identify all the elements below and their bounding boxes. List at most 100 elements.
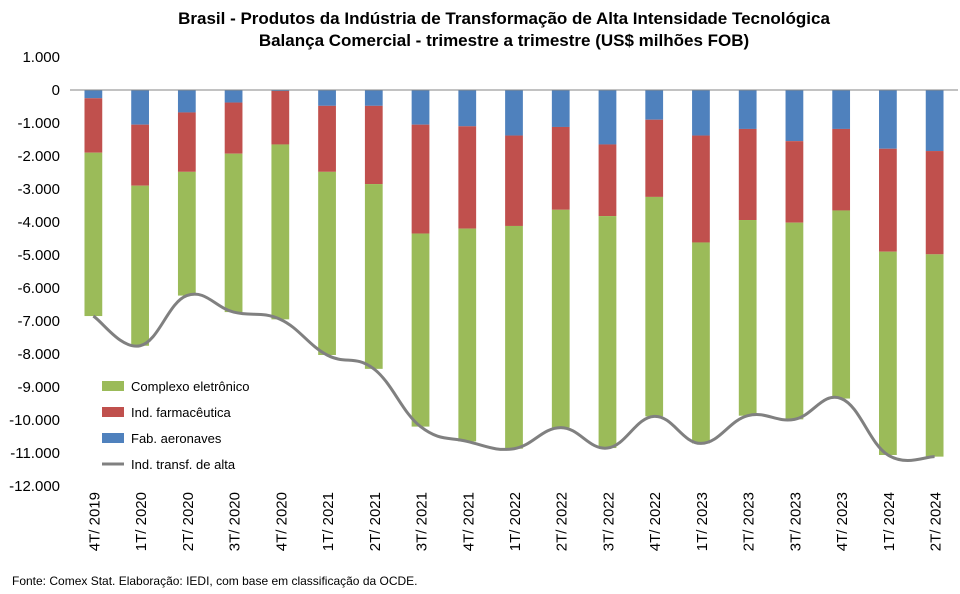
bar-complexo-eletr-nico bbox=[925, 254, 944, 457]
legend-label: Fab. aeronaves bbox=[131, 431, 222, 446]
y-tick-label: -10.000 bbox=[9, 412, 60, 429]
legend-label: Complexo eletrônico bbox=[131, 379, 250, 394]
bar-ind-farmac-utica bbox=[271, 90, 290, 145]
bar-ind-farmac-utica bbox=[785, 141, 804, 223]
x-tick-label: 1T/ 2020 bbox=[133, 492, 150, 551]
bar-complexo-eletr-nico bbox=[177, 171, 196, 296]
bar-complexo-eletr-nico bbox=[551, 209, 570, 428]
bar-fab-aeronaves bbox=[785, 90, 804, 142]
bar-complexo-eletr-nico bbox=[224, 153, 243, 313]
x-tick-label: 3T/ 2020 bbox=[227, 492, 244, 551]
chart-title-line-2: Balança Comercial - trimestre a trimestr… bbox=[258, 31, 750, 50]
x-tick-label: 2T/ 2023 bbox=[741, 492, 758, 551]
bar-ind-farmac-utica bbox=[411, 124, 430, 234]
bar-ind-farmac-utica bbox=[364, 105, 383, 185]
x-tick-label: 2T/ 2020 bbox=[180, 492, 197, 551]
y-tick-label: -5.000 bbox=[17, 247, 60, 264]
x-tick-label: 4T/ 2023 bbox=[834, 492, 851, 551]
bar-ind-farmac-utica bbox=[879, 148, 897, 252]
bar-complexo-eletr-nico bbox=[131, 185, 149, 346]
bar-complexo-eletr-nico bbox=[318, 171, 336, 355]
bar-complexo-eletr-nico bbox=[879, 251, 897, 455]
y-tick-label: 0 bbox=[52, 82, 60, 99]
bar-fab-aeronaves bbox=[692, 90, 710, 136]
bar-fab-aeronaves bbox=[645, 90, 664, 120]
bar-complexo-eletr-nico bbox=[738, 220, 757, 416]
bar-fab-aeronaves bbox=[411, 90, 430, 125]
bar-ind-farmac-utica bbox=[84, 98, 103, 153]
y-tick-label: -6.000 bbox=[17, 280, 60, 297]
bar-ind-farmac-utica bbox=[224, 102, 243, 154]
legend-swatch bbox=[102, 433, 124, 443]
bar-complexo-eletr-nico bbox=[598, 216, 617, 449]
y-tick-label: -3.000 bbox=[17, 181, 60, 198]
bar-fab-aeronaves bbox=[458, 90, 477, 127]
bar-ind-farmac-utica bbox=[645, 119, 664, 197]
bar-complexo-eletr-nico bbox=[692, 242, 710, 444]
bar-complexo-eletr-nico bbox=[832, 210, 851, 399]
chart-title-line-1: Brasil - Produtos da Indústria de Transf… bbox=[178, 9, 830, 28]
bar-ind-farmac-utica bbox=[318, 105, 336, 172]
source-note: Fonte: Comex Stat. Elaboração: IEDI, com… bbox=[12, 574, 418, 588]
bar-fab-aeronaves bbox=[505, 90, 523, 136]
y-tick-label: -4.000 bbox=[17, 214, 60, 231]
bar-fab-aeronaves bbox=[879, 90, 897, 149]
series-line-ind-transf-de-alta bbox=[92, 292, 935, 463]
bar-complexo-eletr-nico bbox=[271, 144, 290, 320]
x-tick-label: 1T/ 2022 bbox=[507, 492, 524, 551]
bar-fab-aeronaves bbox=[598, 90, 617, 145]
x-tick-label: 1T/ 2023 bbox=[694, 492, 711, 551]
bar-ind-farmac-utica bbox=[598, 144, 617, 217]
bar-complexo-eletr-nico bbox=[458, 228, 477, 442]
legend-swatch bbox=[102, 381, 124, 391]
x-tick-label: 4T/ 2021 bbox=[460, 492, 477, 551]
y-tick-label: -2.000 bbox=[17, 148, 60, 165]
bar-ind-farmac-utica bbox=[738, 128, 757, 221]
x-tick-label: 2T/ 2021 bbox=[367, 492, 384, 551]
x-tick-label: 4T/ 2022 bbox=[647, 492, 664, 551]
chart-title: Brasil - Produtos da Indústria de Transf… bbox=[0, 8, 960, 52]
bar-complexo-eletr-nico bbox=[785, 222, 804, 420]
bar-fab-aeronaves bbox=[224, 90, 243, 103]
y-tick-label: -8.000 bbox=[17, 346, 60, 363]
bar-complexo-eletr-nico bbox=[364, 184, 383, 369]
legend-label: Ind. farmacêutica bbox=[131, 405, 231, 420]
legend-swatch bbox=[102, 407, 124, 417]
x-tick-label: 3T/ 2022 bbox=[600, 492, 617, 551]
x-tick-label: 3T/ 2021 bbox=[414, 492, 431, 551]
y-tick-label: -1.000 bbox=[17, 115, 60, 132]
y-tick-label: -11.000 bbox=[10, 445, 60, 462]
bar-fab-aeronaves bbox=[84, 90, 103, 99]
bar-ind-farmac-utica bbox=[832, 128, 851, 211]
bar-ind-farmac-utica bbox=[505, 135, 523, 226]
y-tick-label: -12.000 bbox=[9, 478, 60, 495]
bar-ind-farmac-utica bbox=[131, 124, 149, 186]
bar-complexo-eletr-nico bbox=[505, 225, 523, 449]
bar-ind-farmac-utica bbox=[692, 135, 710, 243]
bar-fab-aeronaves bbox=[738, 90, 757, 129]
bar-fab-aeronaves bbox=[925, 90, 944, 152]
y-tick-label: 1.000 bbox=[22, 49, 60, 66]
x-tick-label: 2T/ 2022 bbox=[554, 492, 571, 551]
bar-ind-farmac-utica bbox=[925, 151, 944, 255]
x-tick-label: 1T/ 2021 bbox=[320, 492, 337, 551]
y-tick-label: -7.000 bbox=[17, 313, 60, 330]
bar-fab-aeronaves bbox=[318, 90, 336, 106]
bar-fab-aeronaves bbox=[832, 90, 851, 129]
bar-ind-farmac-utica bbox=[458, 126, 477, 229]
x-tick-label: 2T/ 2024 bbox=[928, 492, 945, 551]
bar-fab-aeronaves bbox=[177, 90, 196, 113]
bar-fab-aeronaves bbox=[131, 90, 149, 125]
x-tick-label: 3T/ 2023 bbox=[787, 492, 804, 551]
legend-label: Ind. transf. de alta bbox=[131, 457, 236, 472]
bar-complexo-eletr-nico bbox=[411, 233, 430, 427]
x-tick-label: 4T/ 2019 bbox=[86, 492, 103, 551]
bar-fab-aeronaves bbox=[551, 90, 570, 127]
bar-ind-farmac-utica bbox=[551, 126, 570, 210]
bar-complexo-eletr-nico bbox=[645, 196, 664, 417]
x-tick-label: 1T/ 2024 bbox=[881, 492, 898, 551]
bar-fab-aeronaves bbox=[364, 90, 383, 106]
x-tick-label: 4T/ 2020 bbox=[273, 492, 290, 551]
y-tick-label: -9.000 bbox=[17, 379, 60, 396]
